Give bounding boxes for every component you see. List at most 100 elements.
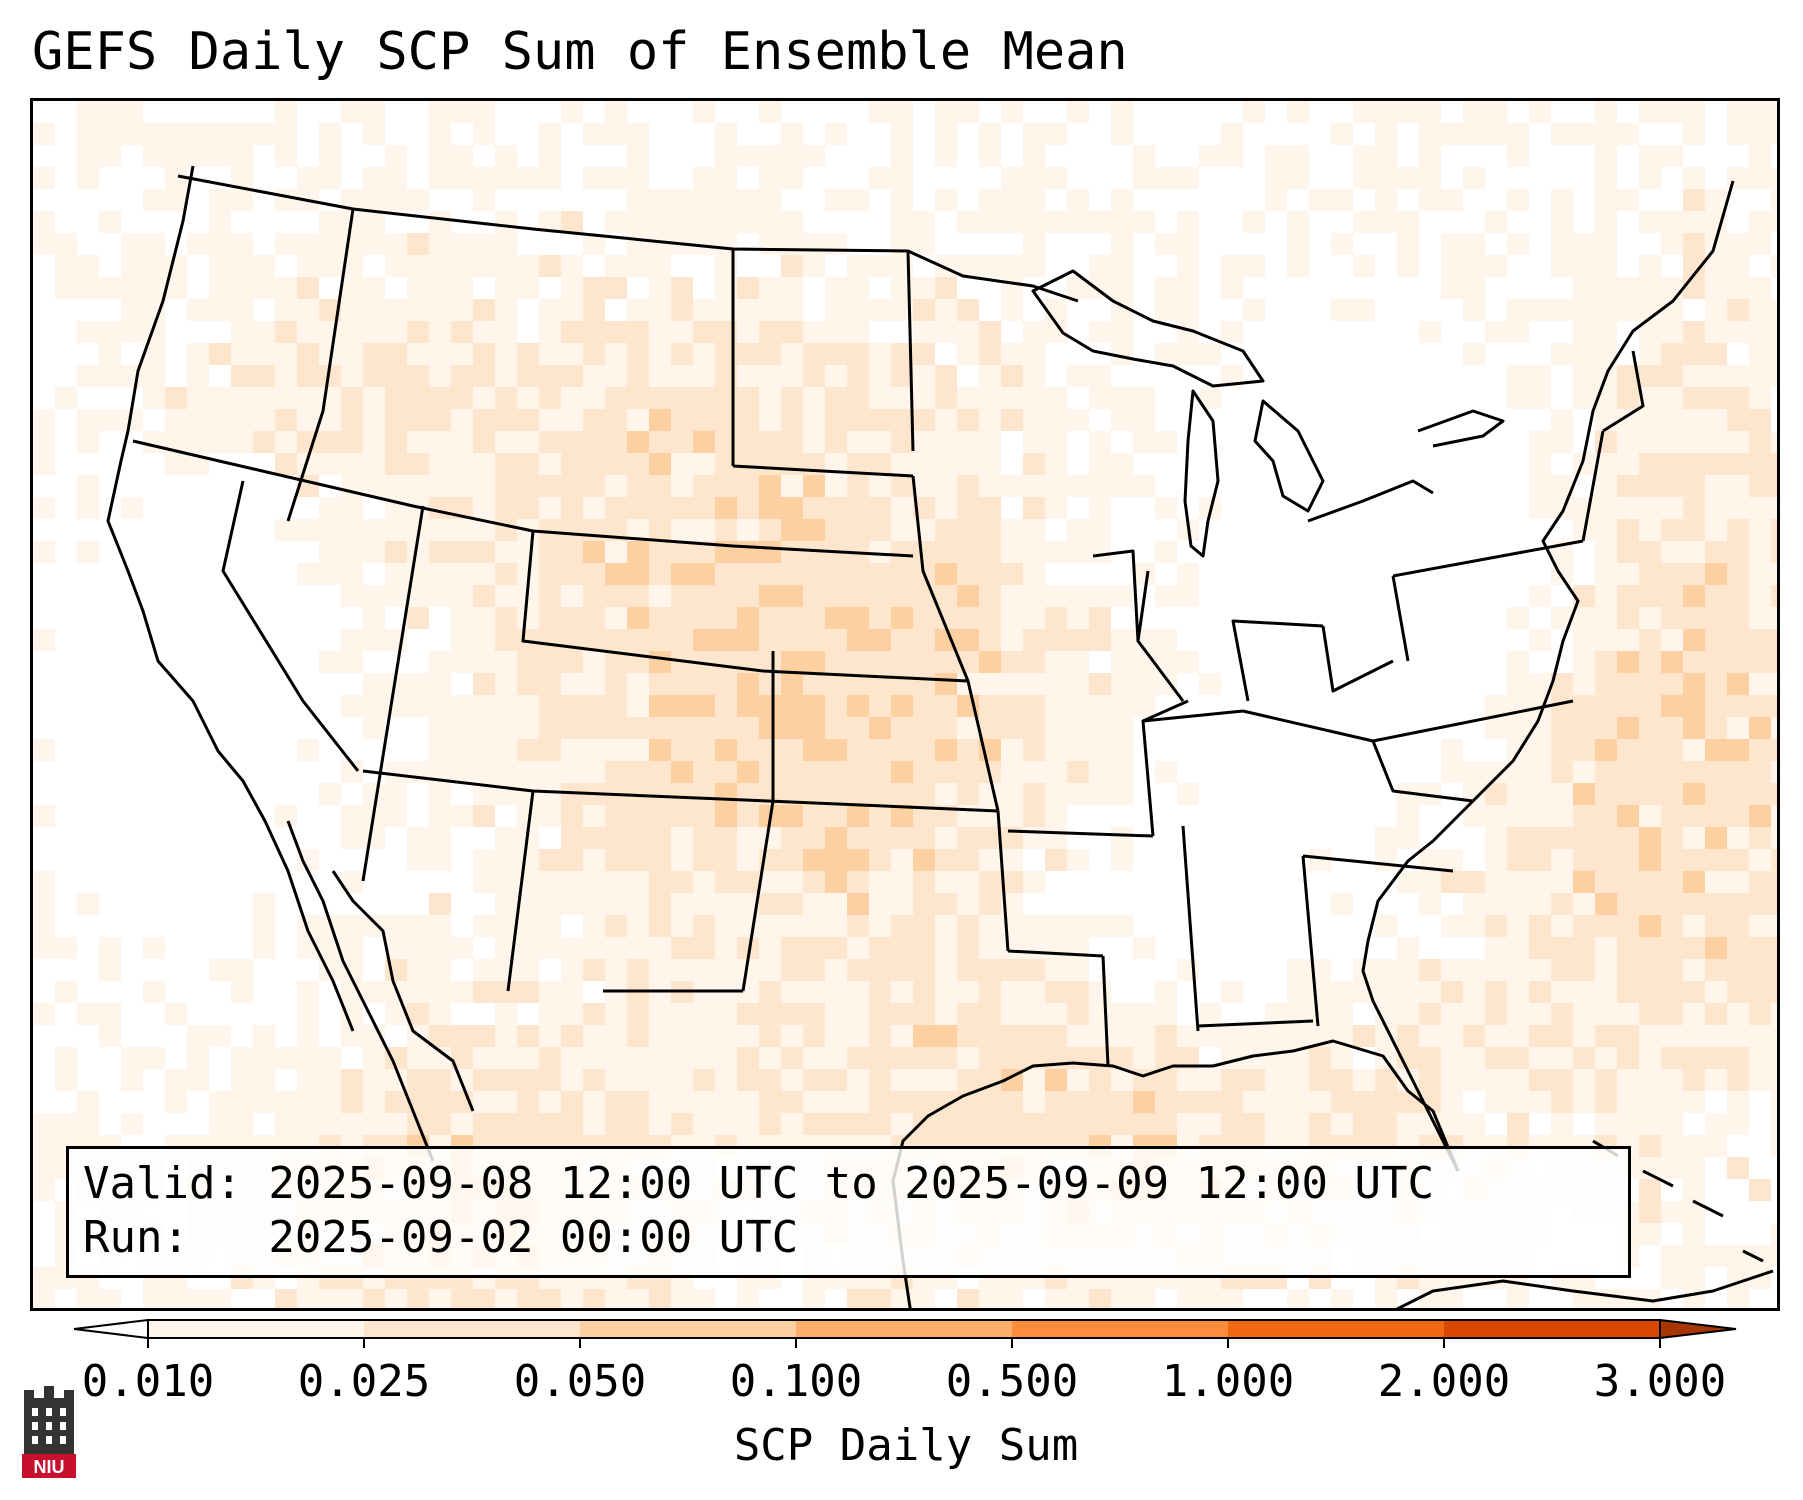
scp-grid-cell bbox=[1001, 849, 1023, 871]
scp-grid-cell bbox=[759, 739, 781, 761]
scp-grid-cell bbox=[1485, 255, 1507, 277]
scp-grid-cell bbox=[737, 805, 759, 827]
map-panel[interactable] bbox=[30, 98, 1780, 1311]
scp-grid-cell bbox=[715, 937, 737, 959]
scp-grid-cell bbox=[1705, 783, 1727, 805]
scp-grid-cell bbox=[1749, 123, 1771, 145]
scp-grid-cell bbox=[1771, 211, 1777, 233]
scp-grid-cell bbox=[891, 365, 913, 387]
scp-grid-cell bbox=[715, 1091, 737, 1113]
scp-grid-cell bbox=[55, 1113, 77, 1135]
scp-grid-cell bbox=[1155, 761, 1177, 783]
scp-grid-cell bbox=[495, 453, 517, 475]
scp-grid-cell bbox=[561, 1003, 583, 1025]
scp-grid-cell bbox=[1309, 1113, 1331, 1135]
scp-grid-cell bbox=[1683, 1135, 1705, 1157]
scp-grid-cell bbox=[693, 475, 715, 497]
scp-grid-cell bbox=[1221, 255, 1243, 277]
scp-grid-cell bbox=[671, 475, 693, 497]
scp-grid-cell bbox=[1573, 959, 1595, 981]
scp-grid-cell bbox=[583, 1047, 605, 1069]
scp-grid-cell bbox=[341, 321, 363, 343]
scp-grid-cell bbox=[1177, 1069, 1199, 1091]
scp-grid-cell bbox=[957, 1047, 979, 1069]
scp-grid-cell bbox=[1089, 1069, 1111, 1091]
scp-grid-cell bbox=[1705, 893, 1727, 915]
scp-grid-cell bbox=[1639, 739, 1661, 761]
scp-grid-cell bbox=[275, 387, 297, 409]
scp-grid-cell bbox=[1221, 981, 1243, 1003]
scp-grid-cell bbox=[847, 387, 869, 409]
scp-grid-cell bbox=[495, 299, 517, 321]
scp-grid-cell bbox=[1749, 365, 1771, 387]
scp-grid-cell bbox=[1265, 1003, 1287, 1025]
scp-grid-cell bbox=[429, 915, 451, 937]
scp-grid-cell bbox=[957, 343, 979, 365]
scp-grid-cell bbox=[1001, 585, 1023, 607]
scp-grid-cell bbox=[1617, 365, 1639, 387]
scp-grid-cell bbox=[385, 783, 407, 805]
scp-grid-cell bbox=[209, 431, 231, 453]
scp-grid-cell bbox=[935, 871, 957, 893]
scp-grid-cell bbox=[473, 453, 495, 475]
scp-grid-cell bbox=[1595, 123, 1617, 145]
valid-run-info-box: Valid: 2025-09-08 12:00 UTC to 2025-09-0… bbox=[66, 1146, 1631, 1278]
scp-grid-cell bbox=[1595, 981, 1617, 1003]
scp-grid-cell bbox=[1529, 629, 1551, 651]
scp-grid-cell bbox=[1683, 409, 1705, 431]
scp-grid-cell bbox=[231, 1113, 253, 1135]
scp-grid-cell bbox=[913, 651, 935, 673]
scp-grid-cell bbox=[495, 959, 517, 981]
scp-grid-cell bbox=[1155, 431, 1177, 453]
scp-grid-cell bbox=[1133, 1289, 1155, 1308]
scp-grid-cell bbox=[825, 695, 847, 717]
scp-grid-cell bbox=[935, 761, 957, 783]
scp-grid-cell bbox=[1089, 629, 1111, 651]
colorbar-tick-label: 0.050 bbox=[513, 1356, 647, 1407]
scp-grid-cell bbox=[891, 629, 913, 651]
scp-grid-cell bbox=[473, 651, 495, 673]
scp-grid-cell bbox=[99, 1289, 121, 1308]
scp-grid-cell bbox=[583, 849, 605, 871]
scp-grid-cell bbox=[473, 101, 495, 123]
scp-grid-cell bbox=[671, 1091, 693, 1113]
scp-grid-cell bbox=[825, 717, 847, 739]
scp-grid-cell bbox=[847, 299, 869, 321]
scp-grid-cell bbox=[781, 365, 803, 387]
scp-grid-cell bbox=[1089, 453, 1111, 475]
scp-grid-cell bbox=[253, 1091, 275, 1113]
scp-grid-cell bbox=[363, 541, 385, 563]
scp-grid-cell bbox=[759, 453, 781, 475]
scp-grid-cell bbox=[693, 167, 715, 189]
scp-grid-cell bbox=[1023, 211, 1045, 233]
scp-grid-cell bbox=[891, 1091, 913, 1113]
scp-grid-cell bbox=[605, 607, 627, 629]
scp-grid-cell bbox=[1595, 629, 1617, 651]
scp-grid-cell bbox=[561, 541, 583, 563]
scp-grid-cell bbox=[671, 871, 693, 893]
scp-grid-cell bbox=[473, 431, 495, 453]
scp-grid-cell bbox=[1551, 233, 1573, 255]
scp-grid-cell bbox=[825, 585, 847, 607]
scp-grid-cell bbox=[231, 321, 253, 343]
scp-grid-cell bbox=[1727, 959, 1749, 981]
scp-grid-cell bbox=[715, 167, 737, 189]
scp-grid-cell bbox=[77, 1113, 99, 1135]
scp-grid-cell bbox=[1727, 761, 1749, 783]
scp-grid-cell bbox=[121, 101, 143, 123]
scp-grid-cell bbox=[1727, 563, 1749, 585]
scp-grid-cell bbox=[869, 629, 891, 651]
scp-grid-cell bbox=[1749, 959, 1771, 981]
scp-grid-cell bbox=[1595, 145, 1617, 167]
scp-grid-cell bbox=[1375, 145, 1397, 167]
scp-grid-cell bbox=[1045, 1025, 1067, 1047]
scp-grid-cell bbox=[1705, 805, 1727, 827]
scp-grid-cell bbox=[1023, 343, 1045, 365]
scp-grid-cell bbox=[737, 585, 759, 607]
scp-grid-cell bbox=[1771, 1047, 1777, 1069]
scp-grid-cell bbox=[803, 519, 825, 541]
scp-grid-cell bbox=[1661, 321, 1683, 343]
scp-grid-cell bbox=[1089, 519, 1111, 541]
scp-grid-cell bbox=[671, 409, 693, 431]
scp-grid-cell bbox=[539, 783, 561, 805]
